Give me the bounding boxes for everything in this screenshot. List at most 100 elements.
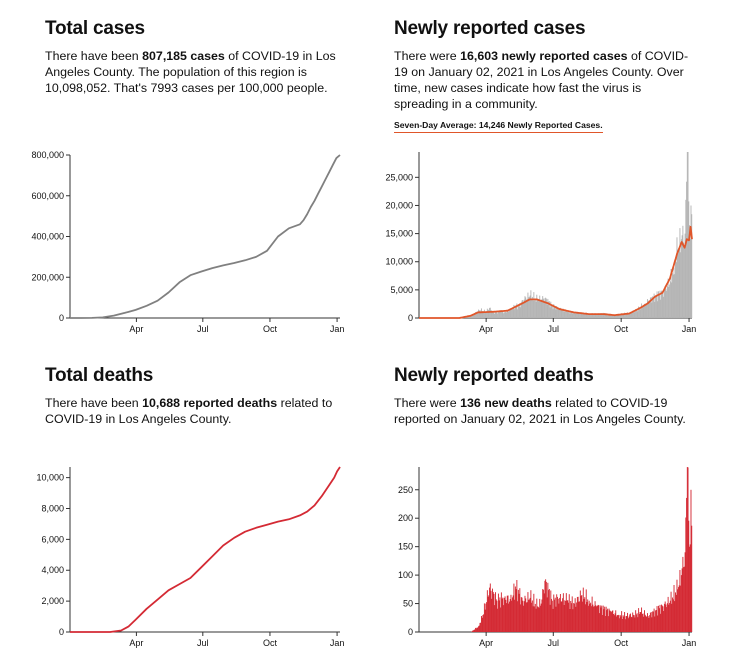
- bar: [562, 309, 564, 318]
- bar: [680, 575, 682, 632]
- desc-prefix: There have been: [45, 396, 143, 410]
- total-cases-description: There have been 807,185 cases of COVID-1…: [45, 48, 345, 96]
- bar: [663, 603, 665, 632]
- bar: [542, 298, 544, 318]
- bar: [676, 579, 678, 632]
- bar: [468, 316, 470, 318]
- new-deaths-description: There were 136 new deaths related to COV…: [394, 395, 709, 427]
- bar: [469, 316, 471, 318]
- y-tick-label: 0: [408, 313, 413, 323]
- bar: [555, 606, 557, 632]
- bar: [628, 616, 630, 632]
- bar: [691, 525, 693, 632]
- bar: [491, 598, 493, 632]
- bar: [587, 599, 589, 632]
- bar: [548, 301, 550, 318]
- bar: [578, 313, 580, 318]
- bar: [584, 597, 586, 632]
- bar: [522, 600, 524, 632]
- bar: [614, 613, 616, 632]
- bar: [643, 616, 645, 632]
- bar: [686, 497, 688, 632]
- bar: [546, 597, 548, 632]
- bar: [529, 295, 531, 318]
- bar: [508, 311, 510, 318]
- bar: [489, 583, 491, 632]
- y-tick-label: 2,000: [41, 596, 64, 606]
- bar: [508, 603, 510, 632]
- bar: [560, 310, 562, 318]
- bar: [543, 301, 545, 318]
- bar: [679, 228, 681, 318]
- bar: [506, 310, 508, 318]
- bar: [611, 314, 613, 318]
- bar: [486, 308, 488, 318]
- bar: [562, 598, 564, 632]
- bar: [675, 262, 677, 318]
- y-tick-label: 6,000: [41, 534, 64, 544]
- bar: [559, 307, 561, 318]
- bar: [511, 308, 513, 318]
- bar: [666, 603, 668, 632]
- bar: [597, 604, 599, 632]
- bar: [473, 629, 475, 632]
- bar: [551, 305, 553, 318]
- bar: [509, 310, 510, 318]
- bar: [627, 312, 629, 318]
- bar: [506, 312, 507, 318]
- bar: [690, 205, 692, 318]
- bar: [545, 298, 547, 318]
- bar: [642, 613, 644, 632]
- bar: [627, 612, 629, 632]
- bar: [553, 594, 555, 632]
- bar: [600, 607, 602, 632]
- bar: [526, 299, 528, 318]
- new-deaths-panel: Newly reported deaths There were 136 new…: [394, 365, 709, 427]
- bar: [632, 614, 634, 632]
- bar: [625, 313, 627, 318]
- bar: [631, 617, 633, 632]
- bar: [651, 617, 653, 632]
- bar: [499, 311, 501, 318]
- x-tick-label: Oct: [263, 638, 278, 648]
- bar: [654, 301, 656, 318]
- bar: [565, 310, 567, 318]
- x-tick-label: Jul: [197, 324, 209, 334]
- bar: [520, 302, 522, 318]
- bar: [593, 314, 595, 318]
- bar: [658, 605, 659, 632]
- bar: [665, 604, 667, 632]
- bar: [502, 311, 504, 318]
- bar: [601, 314, 603, 318]
- bar: [497, 608, 499, 632]
- bar: [540, 605, 541, 632]
- bar: [669, 600, 671, 632]
- bar: [512, 595, 514, 632]
- bar: [479, 310, 481, 318]
- bar: [489, 307, 491, 318]
- bar: [515, 589, 517, 632]
- bar: [683, 245, 685, 318]
- bar: [536, 294, 538, 318]
- total-deaths-panel: Total deaths There have been 10,688 repo…: [45, 365, 345, 427]
- bar: [672, 597, 674, 632]
- series-line: [70, 154, 341, 319]
- bar: [554, 306, 555, 318]
- bar: [583, 599, 585, 632]
- bar: [650, 297, 652, 318]
- bar: [507, 595, 509, 632]
- bar: [537, 606, 539, 632]
- bar: [477, 627, 479, 632]
- bar: [543, 593, 545, 632]
- bar: [527, 292, 529, 318]
- bar: [646, 613, 648, 632]
- bar: [522, 300, 524, 318]
- y-tick-label: 150: [398, 542, 413, 552]
- bar: [690, 489, 692, 632]
- bar: [500, 310, 502, 318]
- bar: [489, 307, 491, 318]
- bar: [486, 602, 488, 632]
- bar: [581, 595, 583, 632]
- bar: [677, 250, 679, 318]
- bar: [607, 616, 609, 632]
